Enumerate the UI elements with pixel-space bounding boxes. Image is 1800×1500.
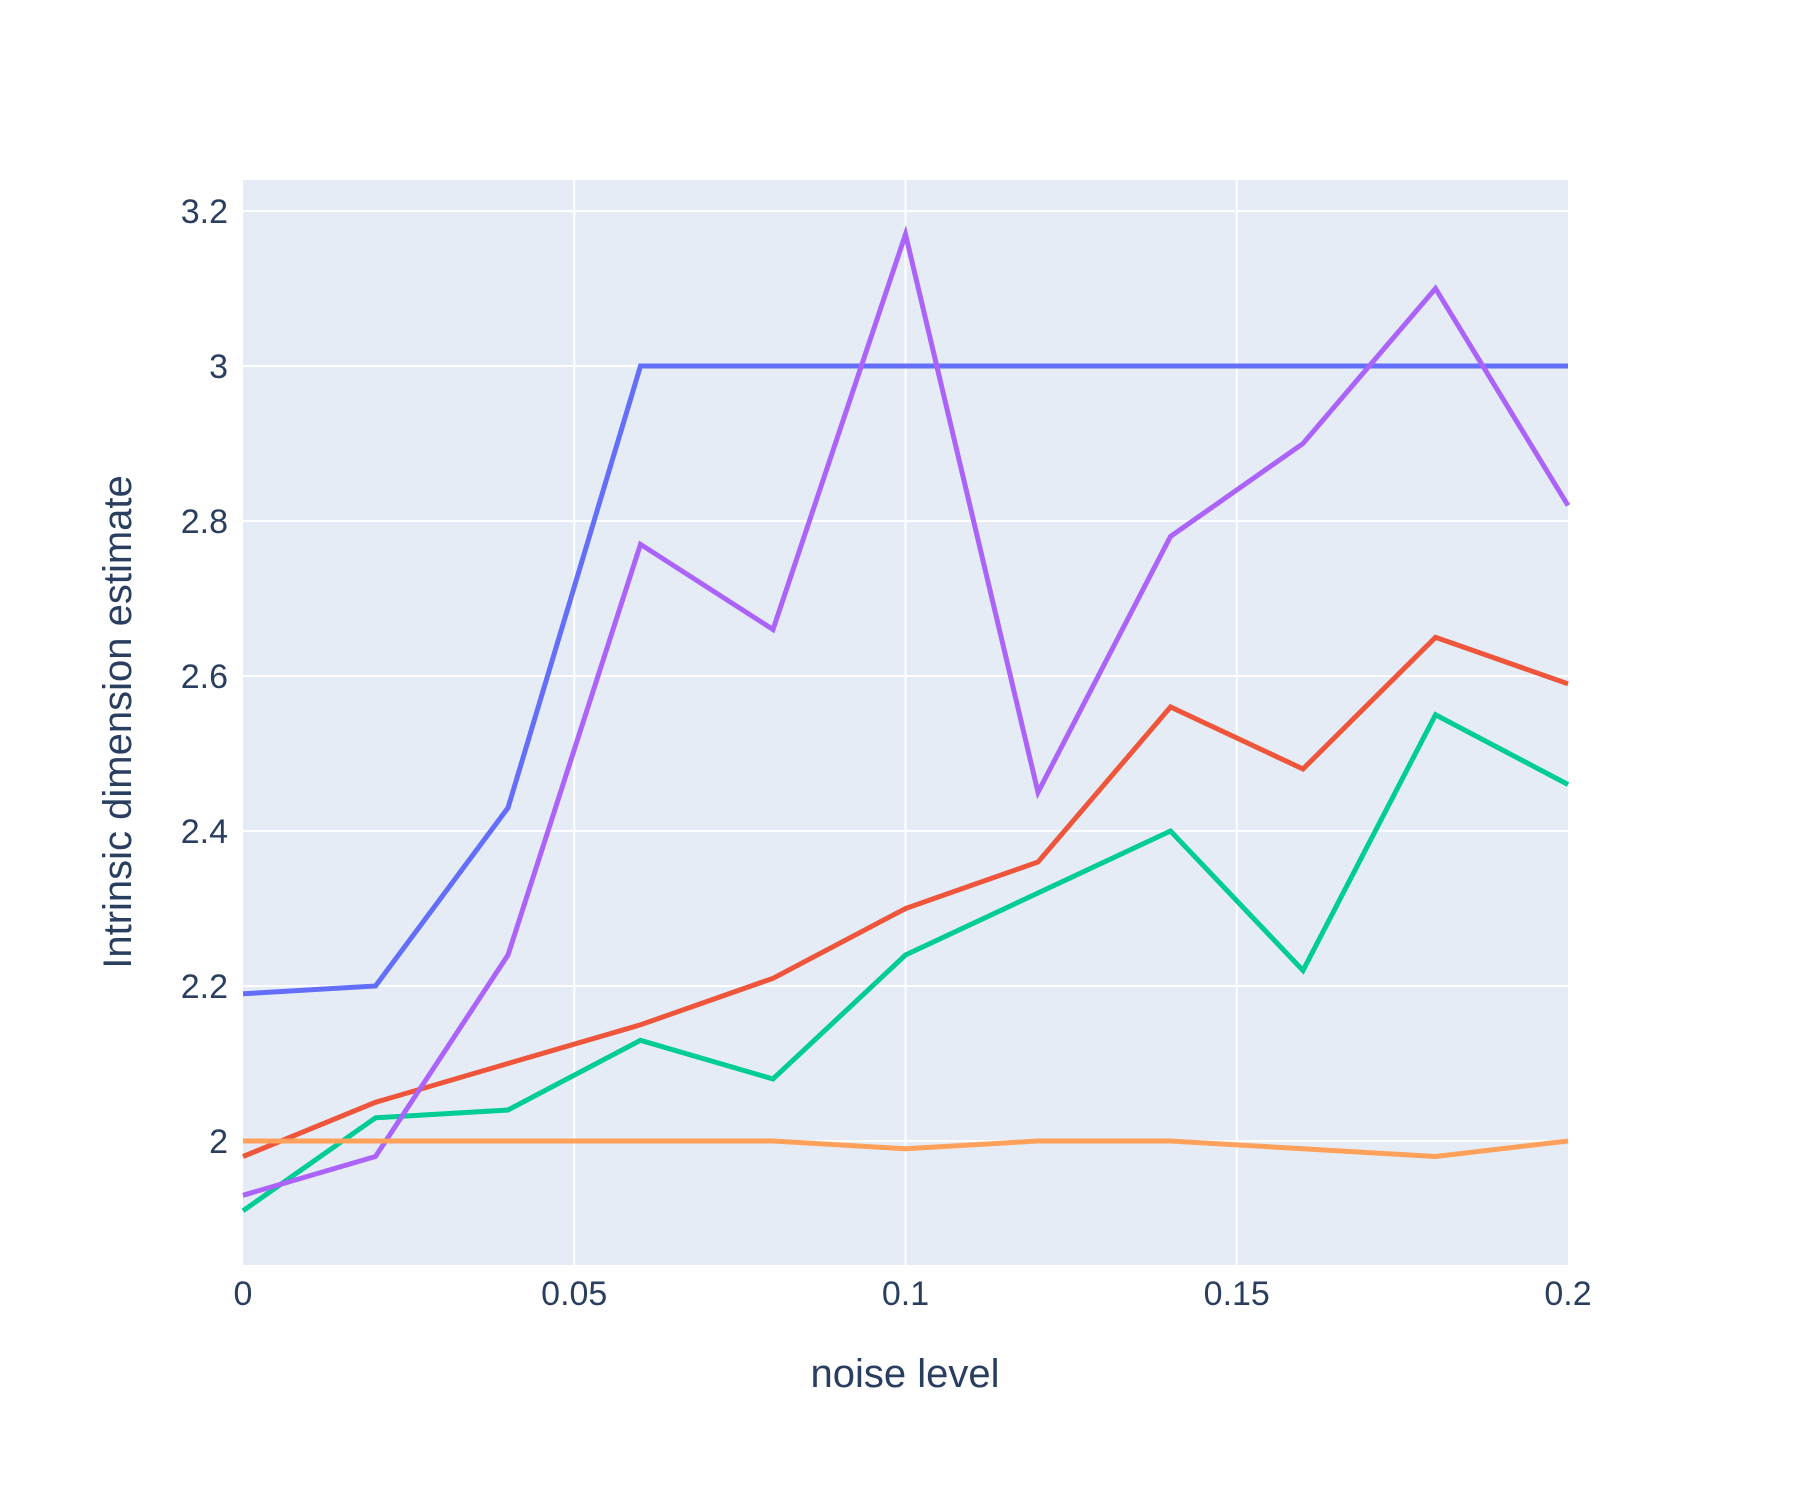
- y-tick-label: 3.2: [181, 193, 228, 231]
- y-tick-label: 3: [209, 348, 228, 386]
- x-tick-label: 0.05: [541, 1275, 607, 1313]
- y-tick-label: 2.6: [181, 658, 228, 696]
- series-line-1: [242, 363, 1568, 997]
- x-tick-label: 0: [234, 1275, 253, 1313]
- series-line-4: [242, 225, 1571, 1198]
- series-lines: [241, 225, 1571, 1213]
- x-tick-label: 0.1: [882, 1275, 929, 1313]
- y-tick-label: 2.8: [181, 503, 228, 541]
- grid-lines: [243, 180, 1568, 1265]
- series-line-5: [243, 1138, 1569, 1160]
- x-axis-title: noise level: [810, 1352, 999, 1396]
- x-axis-ticks: 0 0.05 0.1 0.15 0.2: [234, 1275, 1592, 1313]
- y-tick-label: 2: [209, 1123, 228, 1161]
- y-tick-label: 2.2: [181, 968, 228, 1006]
- y-axis-title: Intrinsic dimension estimate: [96, 475, 140, 969]
- x-tick-label: 0.2: [1544, 1275, 1591, 1313]
- y-axis-ticks: 2 2.2 2.4 2.6 2.8 3 3.2: [181, 193, 228, 1161]
- series-line-3: [241, 711, 1570, 1213]
- y-tick-label: 2.4: [181, 813, 228, 851]
- x-tick-label: 0.15: [1204, 1275, 1270, 1313]
- series-line-2: [242, 634, 1569, 1159]
